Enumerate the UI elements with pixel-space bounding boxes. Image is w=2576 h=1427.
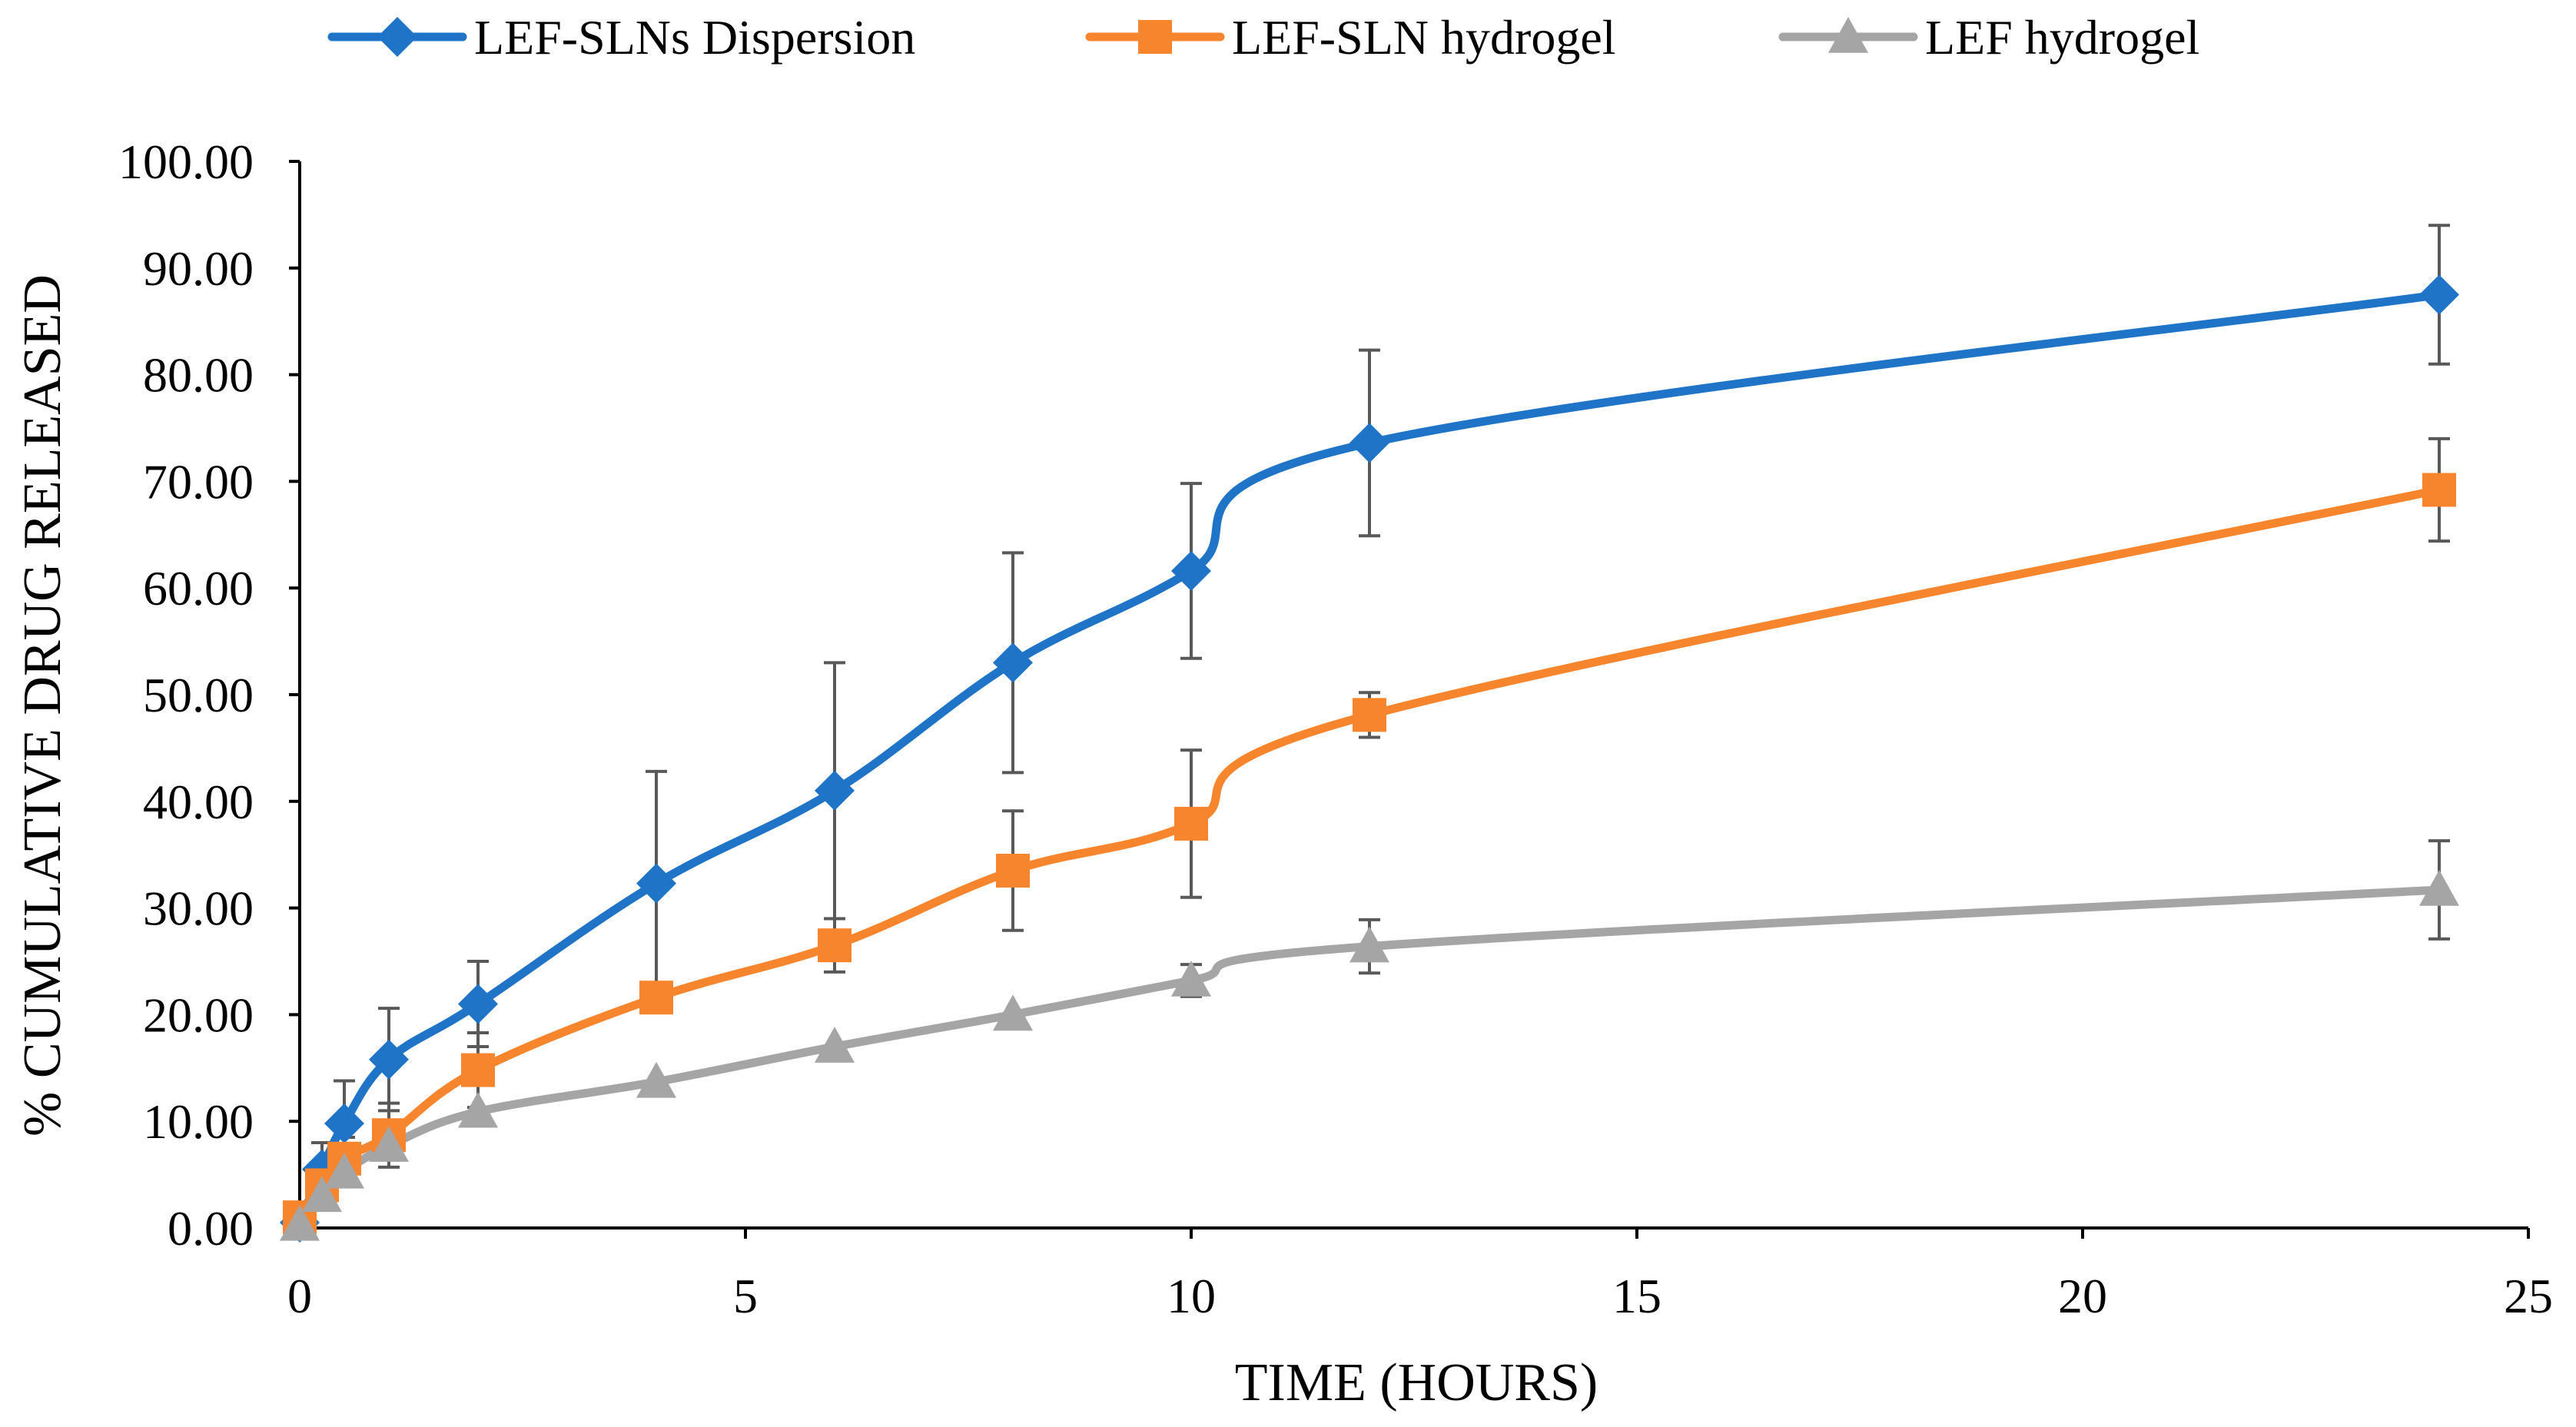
lef-sln-hydrogel-point [2422,473,2456,507]
lef-hydrogel-point [324,1152,364,1189]
lef-hydrogel-point [280,1204,320,1241]
lef-sln-hydrogel-point [996,854,1030,888]
y-tick-label: 90.00 [143,241,254,296]
y-tick-label: 0.00 [168,1201,254,1256]
y-tick-label: 30.00 [143,881,254,936]
y-tick-label: 50.00 [143,668,254,722]
lef-slns-dispersion-point [993,642,1033,683]
lef-hydrogel-point [636,1061,676,1098]
y-tick-label: 10.00 [143,1094,254,1149]
lef-hydrogel-point [369,1126,409,1162]
lef-slns-dispersion-point [636,863,676,904]
lef-hydrogel-point [815,1027,855,1063]
y-tick-label: 80.00 [143,348,254,403]
legend-item-lef-slns-dispersion: LEF-SLNs Dispersion [327,10,915,65]
legend-marker [377,17,417,57]
lef-hydrogel-point [993,994,1033,1031]
y-tick-label: 20.00 [143,987,254,1042]
lef-hydrogel-point [302,1176,342,1213]
lef-slns-dispersion-point [324,1103,364,1143]
lef-slns-dispersion-point [815,770,855,811]
lef-sln-hydrogel-point [1353,698,1386,732]
lef-hydrogel-point [2419,870,2459,906]
lef-hydrogel-point [1349,926,1389,963]
x-tick-label: 0 [287,1269,312,1323]
lef-slns-dispersion-line [295,290,2444,1227]
x-tick-label: 5 [733,1269,758,1323]
x-tick-label: 25 [2504,1269,2553,1323]
y-axis-title: % CUMULATIVE DRUG RELEASED [13,274,72,1137]
lef-sln-hydrogel-point [461,1053,495,1087]
legend-marker [1138,20,1172,54]
lef-slns-dispersion-point [1349,423,1389,463]
lef-hydrogel-point [1171,960,1211,997]
y-tick-label: 100.00 [118,134,254,189]
axes: 0.00 10.00 20.00 30.00 40.00 50.00 60.00 70.00 8… [118,134,2553,1323]
x-tick-label: 10 [1167,1269,1216,1323]
x-tick-label: 15 [1612,1269,1661,1323]
lef-slns-dispersion-point [1171,550,1211,591]
x-tick-label: 20 [2058,1269,2107,1323]
legend-label: LEF hydrogel [1925,10,2199,65]
legend-marker [1828,17,1868,53]
lef-sln-hydrogel-point [639,981,673,1015]
x-axis-title: TIME (HOURS) [1235,1353,1598,1412]
y-tick-label: 40.00 [143,775,254,829]
lef-slns-dispersion-point [458,984,498,1024]
y-tick-label: 70.00 [143,454,254,509]
lef-slns-dispersion-point [369,1039,409,1080]
lef-sln-hydrogel-point [818,928,851,963]
y-tick-label: 60.00 [143,561,254,616]
lef-slns-dispersion-point [2419,274,2459,315]
legend: LEF-SLNs Dispersion LEF-SLN hydrogel LEF h… [327,10,2199,65]
legend-label: LEF-SLNs Dispersion [474,10,915,65]
legend-label: LEF-SLN hydrogel [1232,10,1616,65]
series-markers [280,274,2459,1243]
legend-item-lef-hydrogel: LEF hydrogel [1778,10,2199,65]
lef-hydrogel-point [458,1091,498,1128]
legend-item-lef-sln-hydrogel: LEF-SLN hydrogel [1085,10,1616,65]
lef-sln-hydrogel-point [1174,806,1208,841]
lef-sln-hydrogel-line [295,486,2444,1222]
